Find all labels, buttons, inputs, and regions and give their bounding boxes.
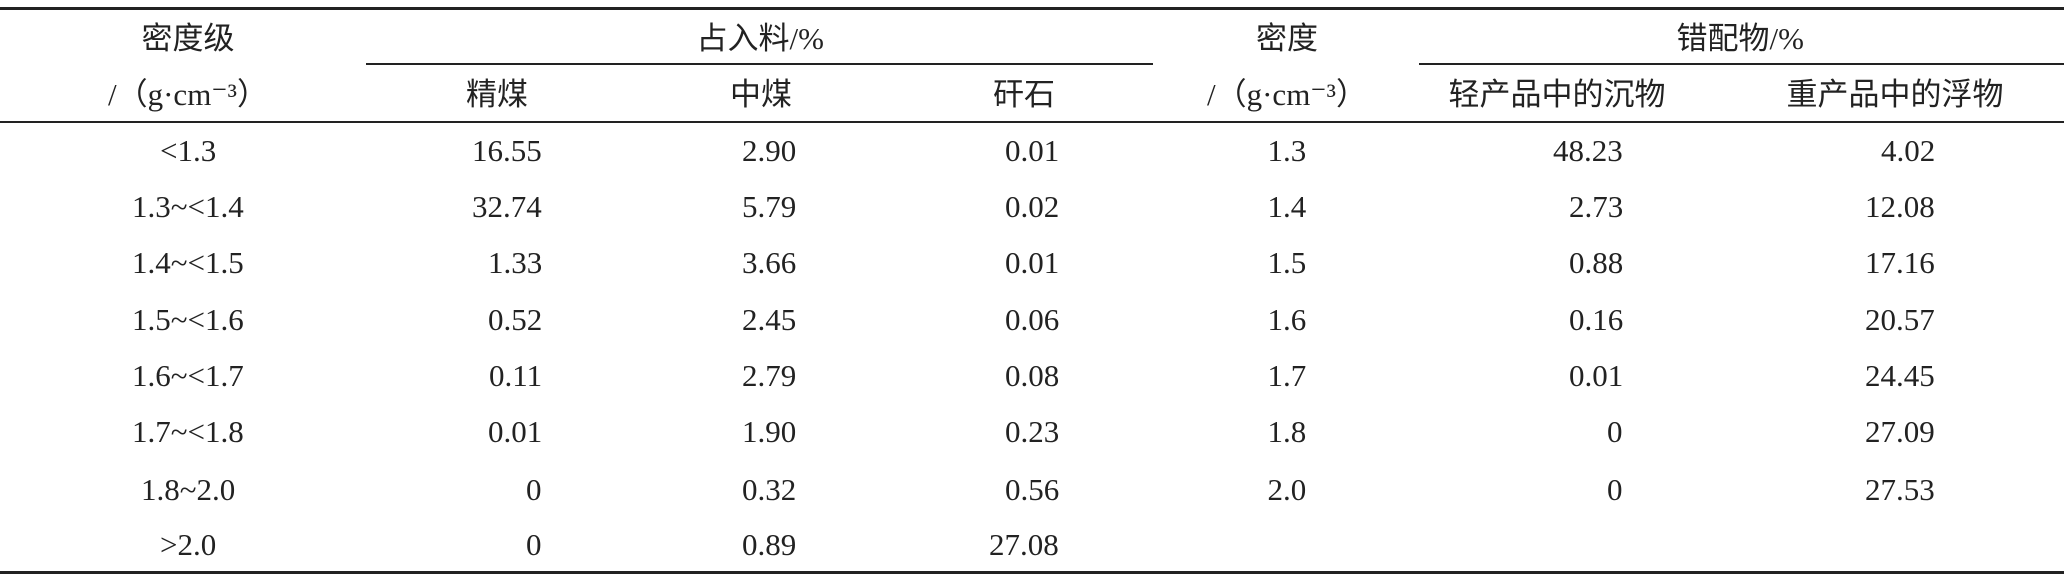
- table-cell: 0.16: [1569, 302, 1624, 337]
- table-cell: 0.11: [489, 358, 543, 393]
- table-cell: 1.6: [1267, 302, 1307, 337]
- table-cell: 1.4: [1267, 189, 1307, 224]
- header-cell: 中煤: [730, 77, 792, 112]
- table-cell: 2.90: [742, 133, 797, 168]
- table-cell: 16.55: [472, 133, 542, 168]
- table-cell: 0.01: [1005, 245, 1060, 280]
- table-cell: 48.23: [1553, 133, 1623, 168]
- table-cell: 2.0: [1267, 472, 1307, 507]
- group-rule: [1419, 63, 2064, 65]
- table-cell: 3.66: [742, 245, 797, 280]
- table-cell: 0.32: [742, 472, 797, 507]
- table-cell: 0.52: [488, 302, 543, 337]
- table-cell: 2.79: [742, 358, 797, 393]
- table-cell: 2.45: [742, 302, 797, 337]
- table-cell: 1.5: [1267, 245, 1307, 280]
- header-cell: 密度: [1256, 21, 1318, 56]
- table-cell: 32.74: [472, 189, 542, 224]
- table-cell: 0.23: [1005, 414, 1060, 449]
- table-cell: 0.02: [1005, 189, 1060, 224]
- table-cell: 0: [526, 472, 542, 507]
- header-cell: 精煤: [466, 77, 528, 112]
- header-cell: 轻产品中的沉物: [1448, 77, 1666, 112]
- table-cell: 27.09: [1865, 414, 1935, 449]
- table-cell: 0.08: [1005, 358, 1060, 393]
- table-cell: 0.01: [488, 414, 543, 449]
- table-cell: <1.3: [160, 133, 217, 168]
- header-rule: [0, 121, 2064, 123]
- table-cell: 27.08: [989, 527, 1059, 562]
- table-cell: 0.89: [742, 527, 797, 562]
- table-cell: 1.7~<1.8: [132, 414, 244, 449]
- table-cell: 0.88: [1569, 245, 1624, 280]
- table-cell: 2.73: [1569, 189, 1624, 224]
- table-cell: 5.79: [742, 189, 797, 224]
- table-cell: 24.45: [1865, 358, 1935, 393]
- header-cell: 重产品中的浮物: [1786, 77, 2004, 112]
- table-cell: 1.90: [742, 414, 797, 449]
- table-cell: 1.3: [1267, 133, 1307, 168]
- table-cell: 1.8~2.0: [141, 472, 236, 507]
- table-cell: 27.53: [1865, 472, 1935, 507]
- table-cell: 1.7: [1267, 358, 1307, 393]
- table-cell: 0: [1607, 414, 1623, 449]
- table-cell: 1.5~<1.6: [132, 302, 244, 337]
- table-cell: 0.01: [1005, 133, 1060, 168]
- table-cell: 1.4~<1.5: [132, 245, 244, 280]
- table-cell: 0: [1607, 472, 1623, 507]
- table-cell: >2.0: [160, 527, 217, 562]
- header-cell: 矸石: [993, 77, 1055, 112]
- bottom-rule: [0, 571, 2064, 574]
- table-cell: 1.8: [1267, 414, 1307, 449]
- table-cell: 4.02: [1881, 133, 1936, 168]
- header-cell: /（g·cm⁻³）: [1207, 77, 1367, 112]
- header-cell: 错配物/%: [1676, 21, 1804, 56]
- table-cell: 1.6~<1.7: [132, 358, 244, 393]
- header-cell: 密度级: [141, 21, 235, 56]
- table-cell: 1.33: [488, 245, 543, 280]
- group-rule: [366, 63, 1153, 65]
- table-cell: 0.01: [1569, 358, 1624, 393]
- table-cell: 1.3~<1.4: [132, 189, 244, 224]
- header-cell: /（g·cm⁻³）: [108, 77, 268, 112]
- table-cell: 20.57: [1865, 302, 1935, 337]
- table-cell: 0.06: [1005, 302, 1060, 337]
- top-rule: [0, 7, 2064, 10]
- header-cell: 占入料/%: [696, 21, 824, 56]
- table-cell: 0: [526, 527, 542, 562]
- table-cell: 0.56: [1005, 472, 1060, 507]
- table-cell: 17.16: [1865, 245, 1935, 280]
- table-cell: 12.08: [1865, 189, 1935, 224]
